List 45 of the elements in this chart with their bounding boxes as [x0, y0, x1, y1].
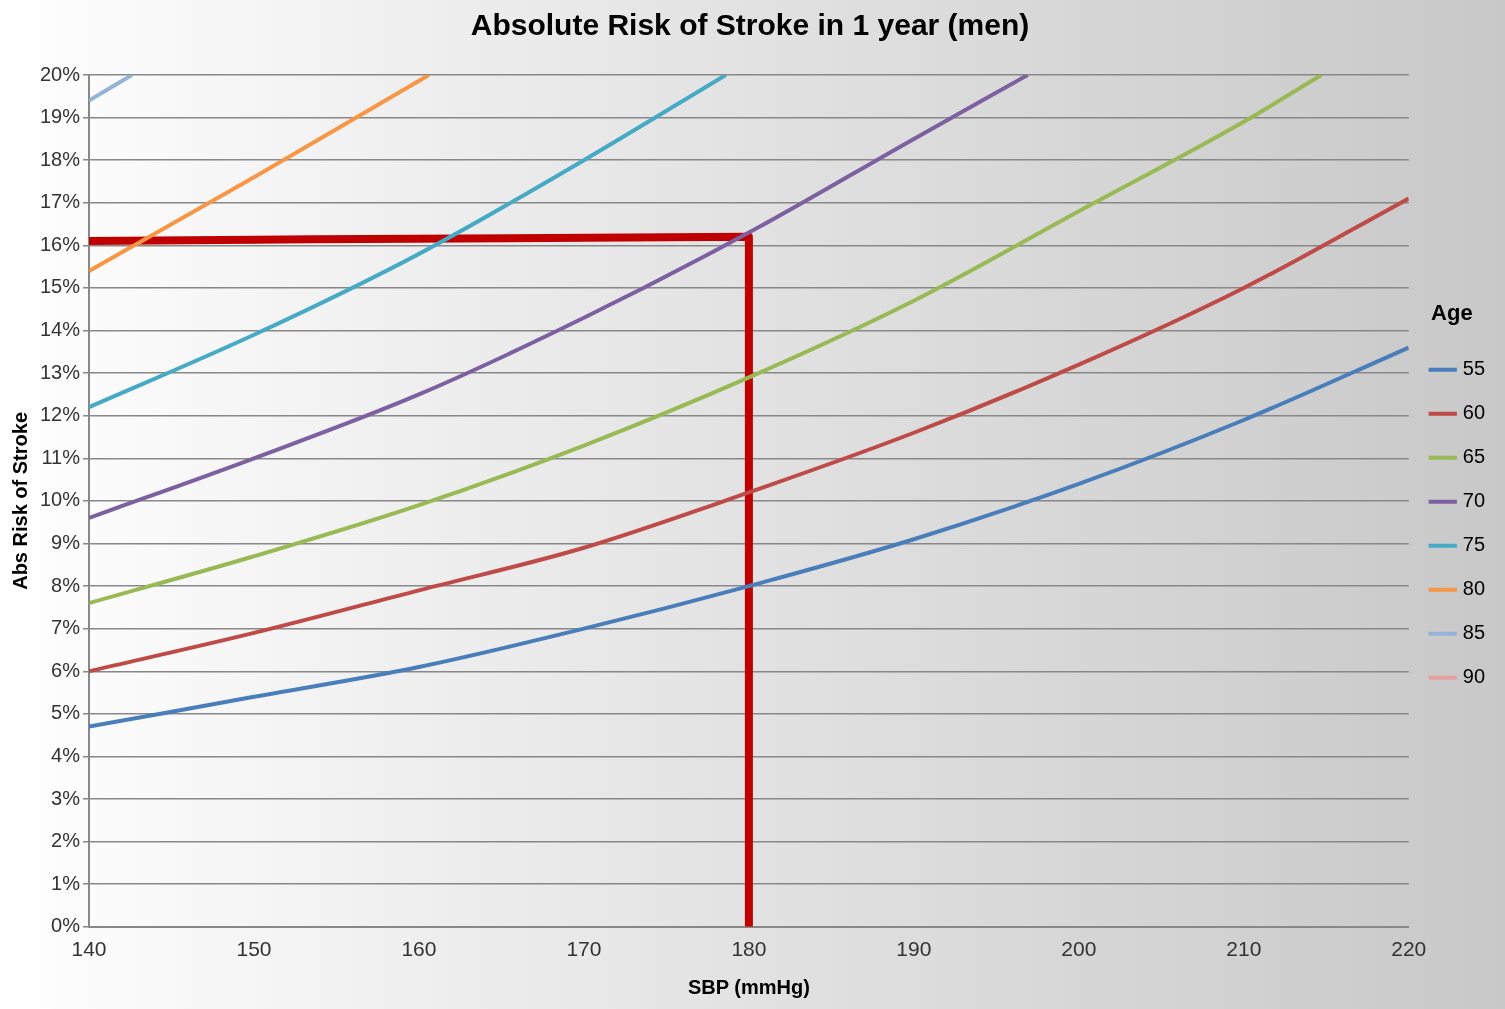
y-tick-label: 7% [51, 616, 81, 639]
x-tick-label: 200 [1061, 937, 1097, 961]
y-tick-label: 18% [40, 147, 81, 170]
y-tick-label: 9% [51, 531, 81, 554]
x-tick-label: 180 [731, 937, 767, 961]
y-tick-label: 20% [40, 62, 81, 85]
y-tick-label: 8% [51, 573, 81, 596]
y-axis-title: Abs Risk of Stroke [8, 411, 31, 590]
legend-label: 85 [1462, 621, 1485, 644]
legend-title: Age [1431, 300, 1473, 326]
x-tick-label: 210 [1226, 937, 1262, 961]
y-tick-label: 16% [40, 232, 81, 255]
x-tick-label: 220 [1391, 937, 1427, 961]
x-axis-title: SBP (mmHg) [687, 975, 810, 998]
y-tick-label: 11% [41, 445, 81, 468]
y-tick-label: 0% [51, 914, 81, 937]
legend-label: 65 [1462, 445, 1485, 468]
line-series [89, 75, 1324, 606]
y-tick-label: 12% [40, 403, 81, 426]
y-tick-label: 3% [51, 786, 81, 809]
x-tick-label: 150 [236, 937, 272, 961]
y-tick-label: 6% [51, 658, 81, 681]
legend-label: 60 [1462, 401, 1485, 424]
legend-label: 90 [1462, 665, 1485, 688]
x-tick-label: 140 [71, 937, 107, 961]
y-tick-label: 5% [51, 701, 81, 724]
x-tick-label: 170 [566, 937, 602, 961]
y-tick-label: 13% [40, 360, 81, 383]
legend-label: 80 [1462, 577, 1485, 600]
legend-label: 55 [1462, 357, 1485, 380]
y-tick-label: 17% [40, 190, 81, 213]
x-tick-label: 160 [401, 937, 437, 961]
line-series [89, 75, 1030, 520]
y-tick-label: 2% [51, 829, 81, 852]
chart-title: Absolute Risk of Stroke in 1 year (men) [470, 8, 1030, 42]
legend-label: 70 [1462, 489, 1485, 512]
y-tick-label: 1% [51, 871, 81, 894]
y-tick-label: 15% [40, 275, 81, 298]
y-tick-label: 19% [40, 105, 81, 128]
y-tick-label: 10% [40, 488, 81, 511]
y-tick-label: 4% [51, 743, 81, 766]
legend-label: 75 [1462, 533, 1485, 556]
y-tick-label: 14% [40, 318, 81, 341]
x-tick-label: 190 [896, 937, 932, 961]
line-series [89, 75, 728, 410]
